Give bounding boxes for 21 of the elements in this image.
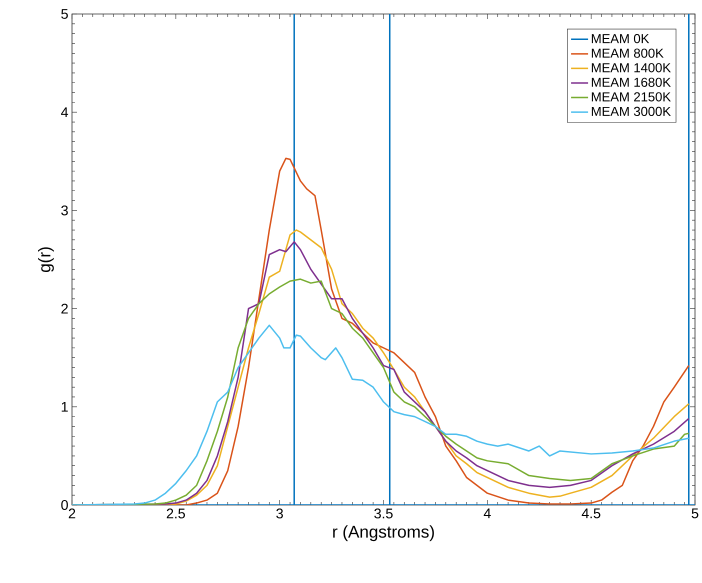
x-tick-label: 5 xyxy=(692,508,698,518)
x-axis-title: r (Angstroms) xyxy=(333,525,434,542)
y-tick-label: 4 xyxy=(61,107,68,118)
y-tick-label: 5 xyxy=(61,9,68,19)
x-tick-label: 3 xyxy=(276,508,283,518)
legend-label: MEAM 3000K xyxy=(592,106,671,116)
x-tick-label: 4.5 xyxy=(582,508,600,518)
legend-label: MEAM 1400K xyxy=(592,63,671,72)
legend-label: MEAM 800K xyxy=(592,48,664,58)
x-tick-label: 2.5 xyxy=(166,508,185,518)
x-tick-label: 3.5 xyxy=(374,508,393,518)
y-axis-title: g(r) xyxy=(38,247,54,272)
y-tick-label: 1 xyxy=(62,402,68,412)
x-tick-label: 4 xyxy=(484,508,491,518)
y-tick-label: 2 xyxy=(61,304,68,314)
legend-label: MEAM 2150K xyxy=(592,92,671,102)
y-tick-label: 3 xyxy=(61,205,68,216)
legend-label: MEAM 1680K xyxy=(592,78,671,87)
legend-label: MEAM 0K xyxy=(592,34,650,44)
y-tick-label: 0 xyxy=(61,500,68,510)
x-tick-label: 2 xyxy=(68,508,76,518)
